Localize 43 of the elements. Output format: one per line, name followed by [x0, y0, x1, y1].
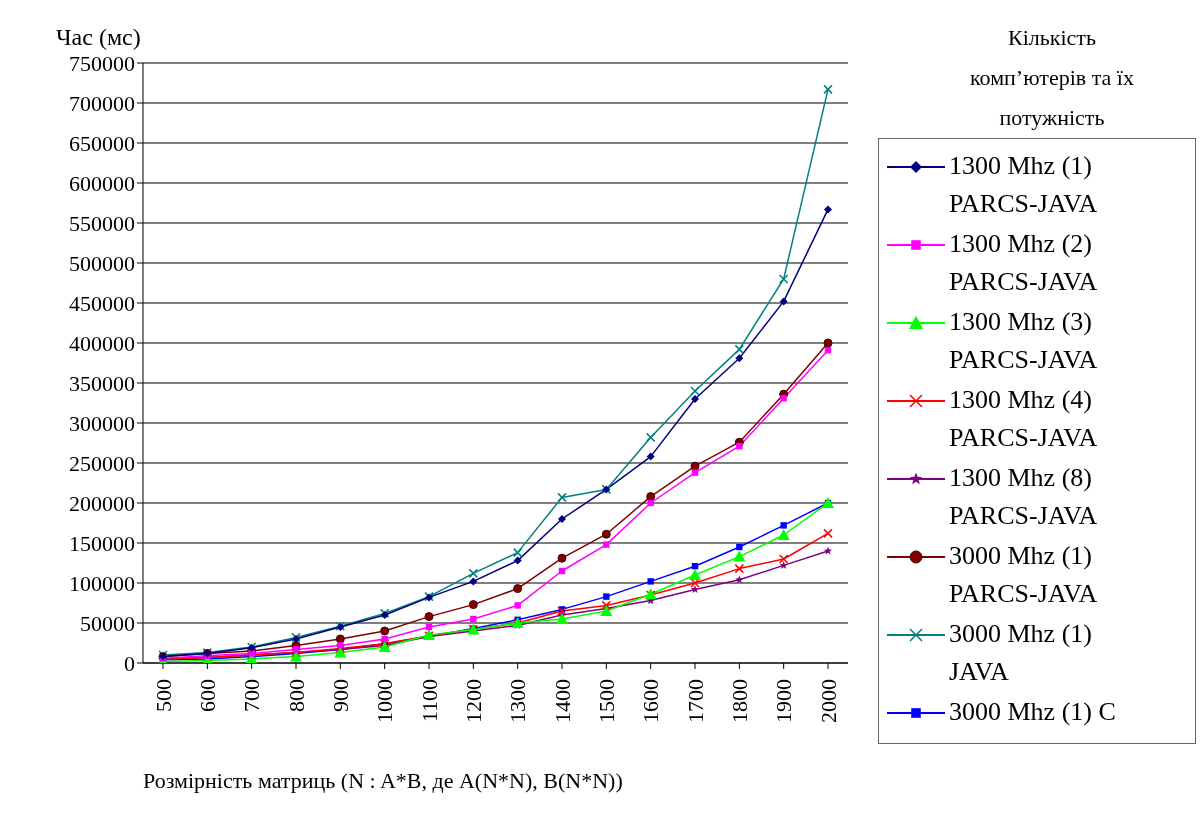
y-tick-label: 150000	[69, 530, 135, 556]
y-tick-label: 750000	[69, 50, 135, 76]
y-tick-label: 500000	[69, 250, 135, 276]
y-tick-label: 0	[124, 650, 135, 676]
y-tick-label: 650000	[69, 130, 135, 156]
y-axis-title: Час (мс)	[56, 24, 141, 51]
y-tick-label: 600000	[69, 170, 135, 196]
y-tick-label: 350000	[69, 370, 135, 396]
x-tick-label: 1800	[726, 679, 752, 723]
legend-label: 1300 Mhz (3) PARCS-JAVA	[949, 306, 1099, 376]
x-tick-label: 700	[239, 679, 265, 712]
x-tick-label: 1000	[372, 679, 398, 723]
x-tick-label: 900	[327, 679, 353, 712]
x-tick-label: 1900	[771, 679, 797, 723]
y-tick-label: 550000	[69, 210, 135, 236]
legend-label: 1300 Mhz (4) PARCS-JAVA	[949, 384, 1099, 454]
legend-label: 1300 Mhz (1) PARCS-JAVA	[949, 150, 1099, 220]
x-axis-title: Розмірність матриць (N : A*B, де A(N*N), B(N*N))	[143, 768, 624, 794]
legend-label: 3000 Mhz (1) JAVA	[949, 618, 1093, 688]
y-tick-label: 700000	[69, 90, 135, 116]
y-tick-label: 50000	[80, 610, 135, 636]
legend-label: 1300 Mhz (2) PARCS-JAVA	[949, 228, 1099, 298]
legend-title: Кількість комп’ютерів та їх потужність	[969, 24, 1135, 132]
x-tick-label: 2000	[815, 679, 841, 723]
x-tick-label: 1600	[638, 679, 664, 723]
y-tick-label: 400000	[69, 330, 135, 356]
x-tick-label: 1500	[593, 679, 619, 723]
legend-label: 3000 Mhz (1) PARCS-JAVA	[949, 540, 1099, 610]
x-tick-label: 1700	[682, 679, 708, 723]
y-tick-label: 100000	[69, 570, 135, 596]
x-tick-label: 1200	[460, 679, 486, 723]
x-tick-label: 1100	[416, 679, 442, 723]
y-tick-label: 250000	[69, 450, 135, 476]
x-tick-label: 800	[283, 679, 309, 712]
x-tick-label: 500	[150, 679, 176, 712]
y-tick-label: 450000	[69, 290, 135, 316]
legend-label: 1300 Mhz (8) PARCS-JAVA	[949, 462, 1099, 532]
y-tick-label: 300000	[69, 410, 135, 436]
x-tick-label: 1300	[505, 679, 531, 723]
x-tick-label: 600	[194, 679, 220, 712]
x-tick-label: 1400	[549, 679, 575, 723]
y-tick-label: 200000	[69, 490, 135, 516]
legend-label: 3000 Mhz (1) C	[949, 696, 1117, 728]
